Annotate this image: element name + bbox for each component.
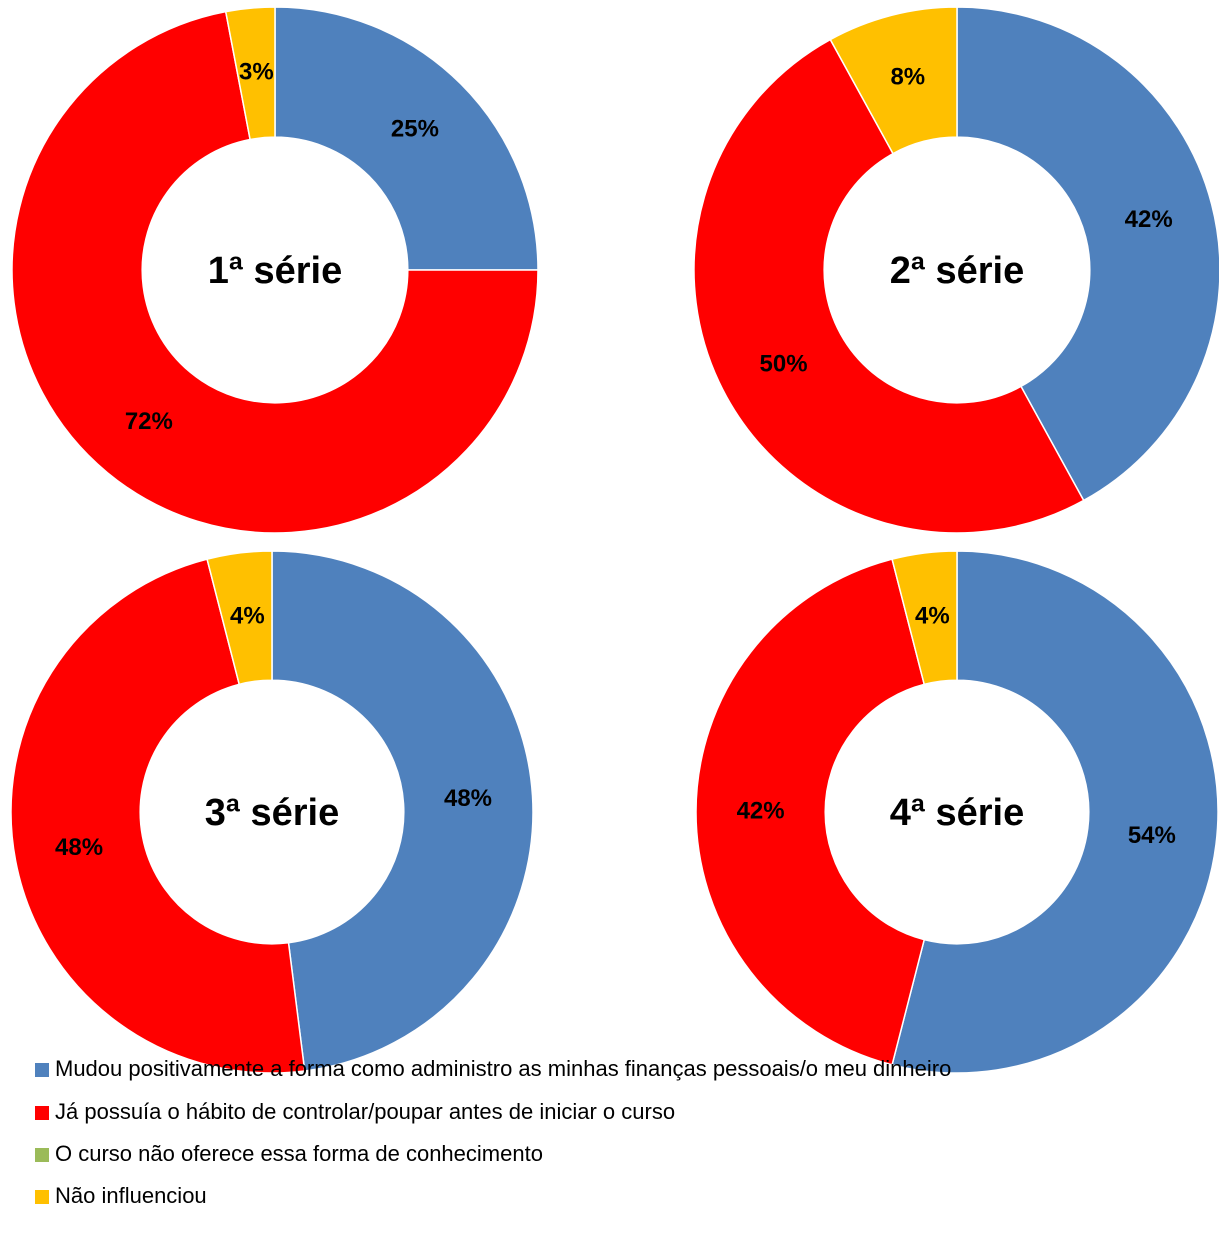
legend-label: Não influenciou [55,1183,207,1208]
donut-slice [695,558,926,1066]
chart-title: 1ª série [208,250,343,292]
donut-slice [891,550,958,686]
legend-swatch [35,1106,49,1120]
data-label: 72% [125,408,173,435]
donut-slice [224,6,276,141]
legend-label: Já possuía o hábito de controlar/poupar … [55,1099,675,1124]
data-label: 42% [1125,206,1173,233]
data-label: 4% [915,602,950,629]
donut-slice [891,550,1219,1074]
donut-slice [10,558,306,1074]
donut-slice [206,550,273,686]
legend-swatch [35,1148,49,1162]
chart-title: 4ª série [890,792,1025,834]
chart-title: 3ª série [205,792,340,834]
donut-slice [271,550,534,1072]
legend-swatch [35,1063,49,1077]
legend-swatch [35,1190,49,1204]
data-label: 42% [737,797,785,824]
donut-slice [956,6,1219,502]
donut-slice [692,38,1085,534]
data-label: 50% [760,351,808,378]
legend-label: Mudou positivamente a forma como adminis… [55,1056,951,1081]
data-label: 8% [890,64,925,91]
data-label: 4% [230,602,265,629]
donut-slice [11,10,539,534]
data-label: 54% [1128,822,1176,849]
donut-slice [274,6,539,271]
data-label: 48% [444,785,492,812]
legend-label: O curso não oferece essa forma de conhec… [55,1141,543,1166]
data-label: 3% [239,58,274,85]
data-label: 25% [391,115,439,142]
chart-title: 2ª série [890,250,1025,292]
donut-slice [829,6,958,155]
data-label: 48% [55,834,103,861]
